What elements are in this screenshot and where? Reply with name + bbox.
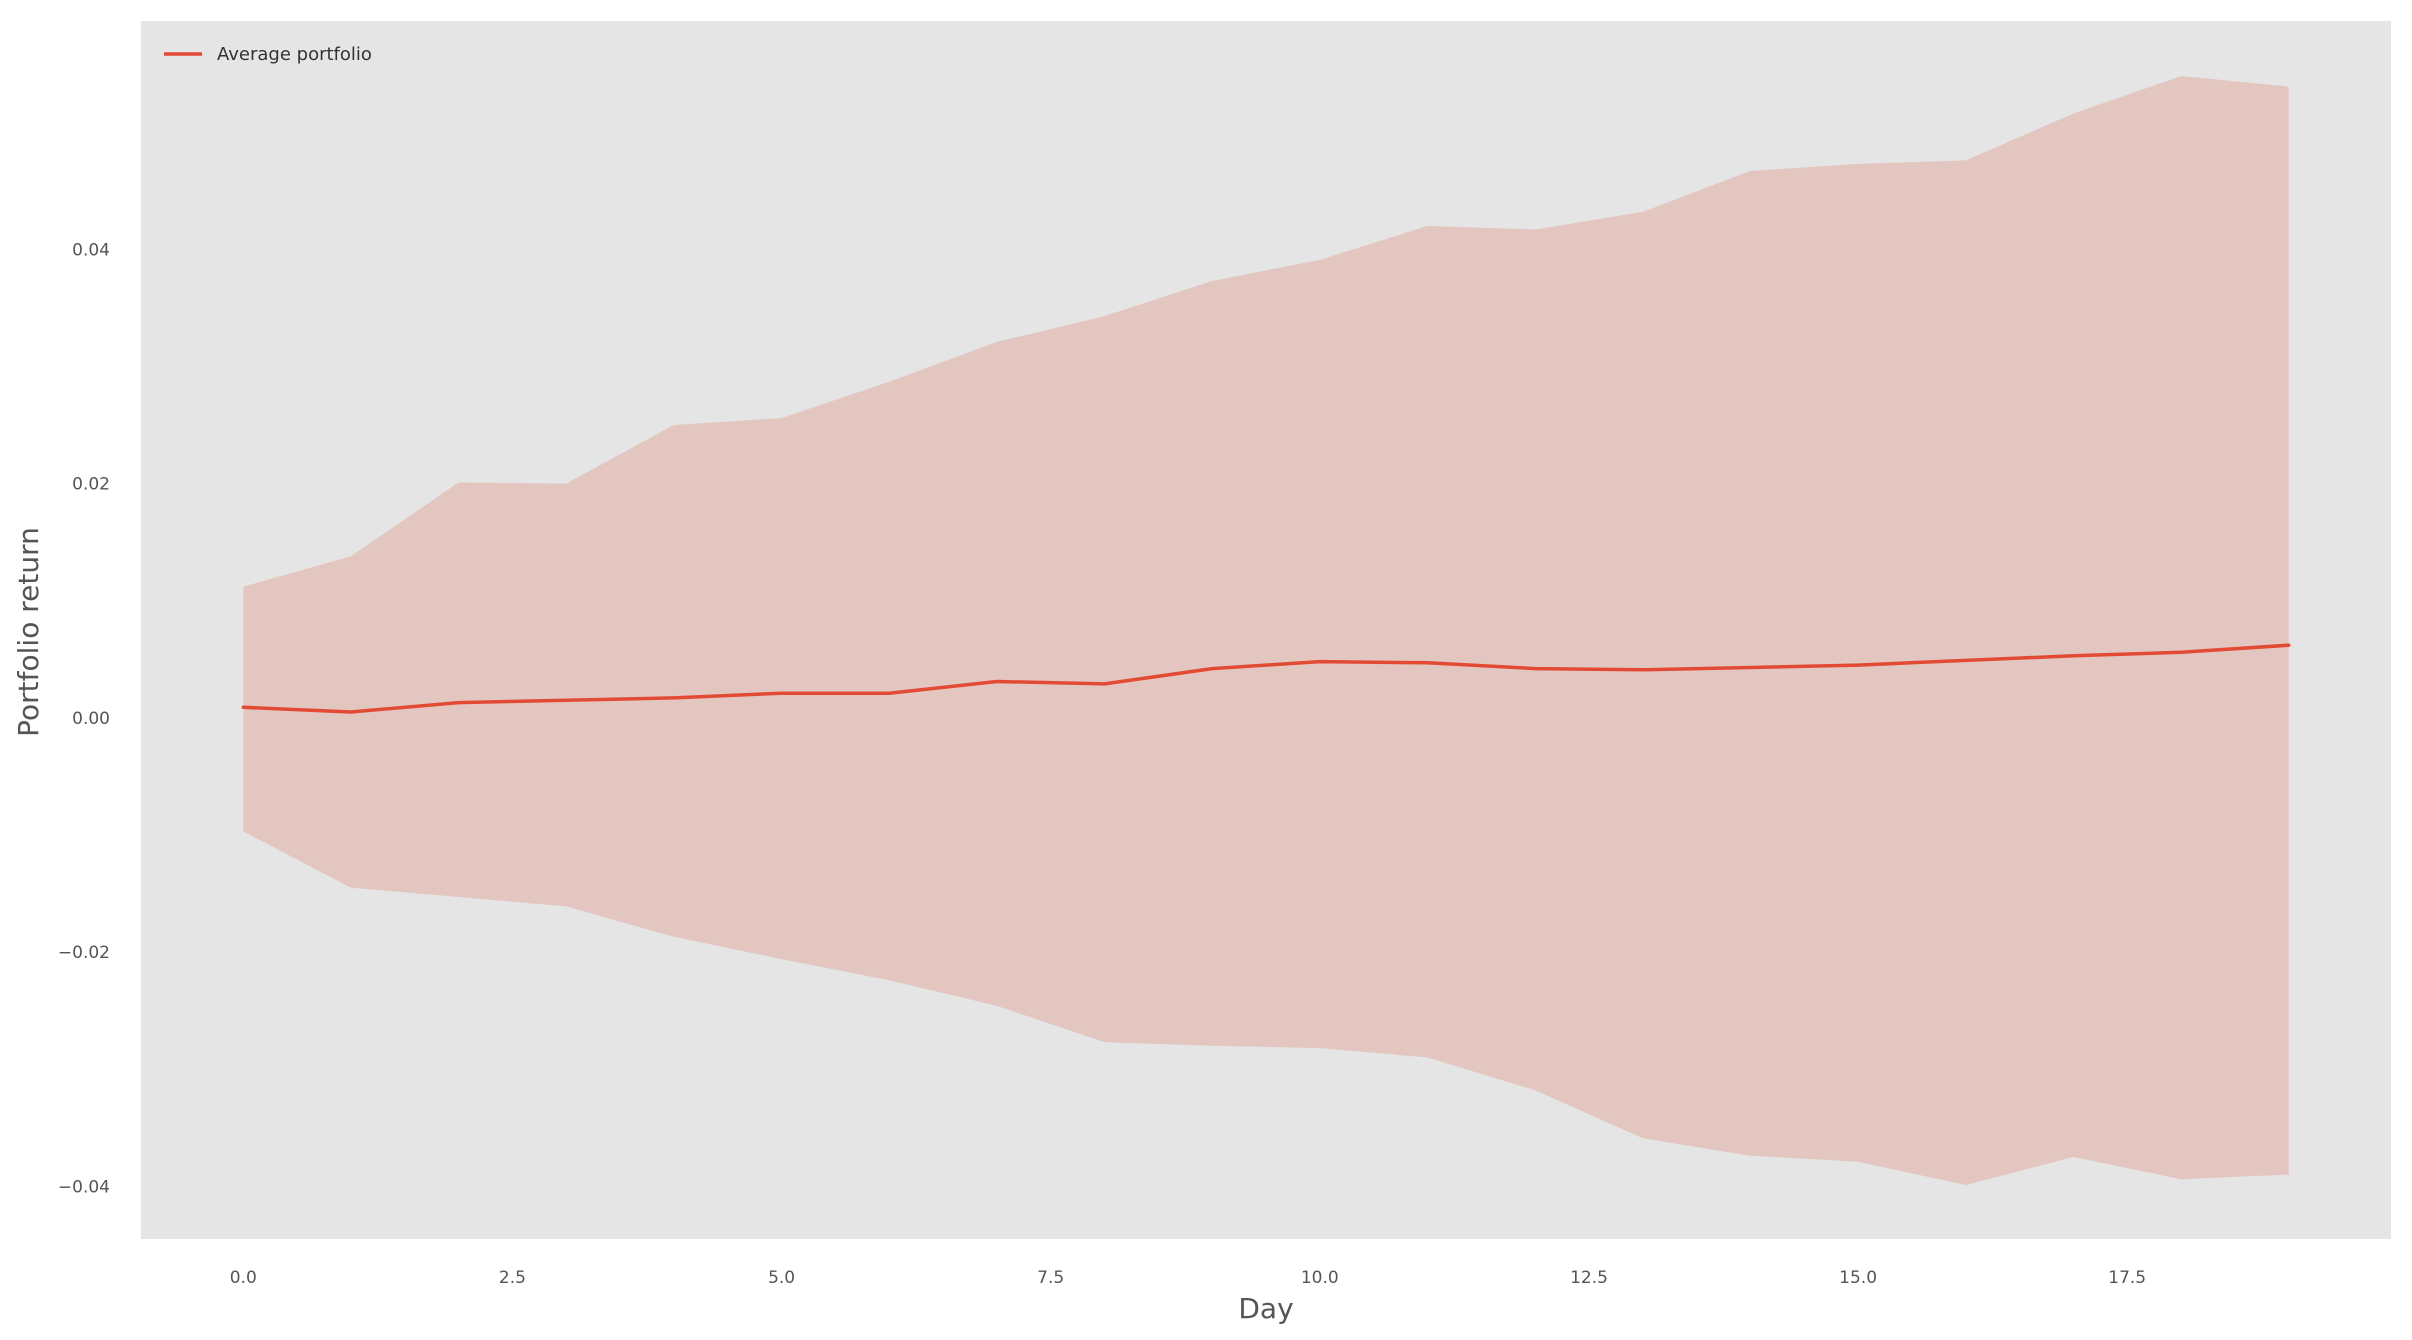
x-tick-label: 5.0 (768, 1268, 795, 1288)
x-tick-label: 10.0 (1301, 1268, 1339, 1288)
plot-background (141, 21, 2391, 1239)
average-portfolio-line (241, 643, 2291, 714)
x-axis-label: Day (1238, 1292, 1293, 1325)
x-tick-label: 2.5 (499, 1268, 526, 1288)
x-tick-labels: 0.0 2.5 5.0 7.5 10.0 12.5 15.0 17.5 (230, 1268, 2146, 1288)
legend-label: Average portfolio (217, 44, 372, 65)
y-tick-label: 0.00 (72, 709, 110, 729)
x-tick-label: 17.5 (2108, 1268, 2146, 1288)
x-tick-label: 0.0 (230, 1268, 257, 1288)
y-tick-label: 0.02 (72, 475, 110, 495)
legend: Average portfolio (164, 44, 372, 65)
y-tick-label: 0.04 (72, 240, 110, 260)
confidence-band (243, 76, 2289, 1186)
y-tick-label: −0.02 (58, 943, 110, 963)
y-axis-label: Portfolio return (12, 527, 45, 737)
y-tick-labels: −0.04 −0.02 0.00 0.02 0.04 (58, 240, 110, 1197)
x-tick-label: 15.0 (1839, 1268, 1877, 1288)
x-tick-label: 7.5 (1037, 1268, 1064, 1288)
y-tick-label: −0.04 (58, 1177, 110, 1197)
x-tick-label: 12.5 (1570, 1268, 1608, 1288)
